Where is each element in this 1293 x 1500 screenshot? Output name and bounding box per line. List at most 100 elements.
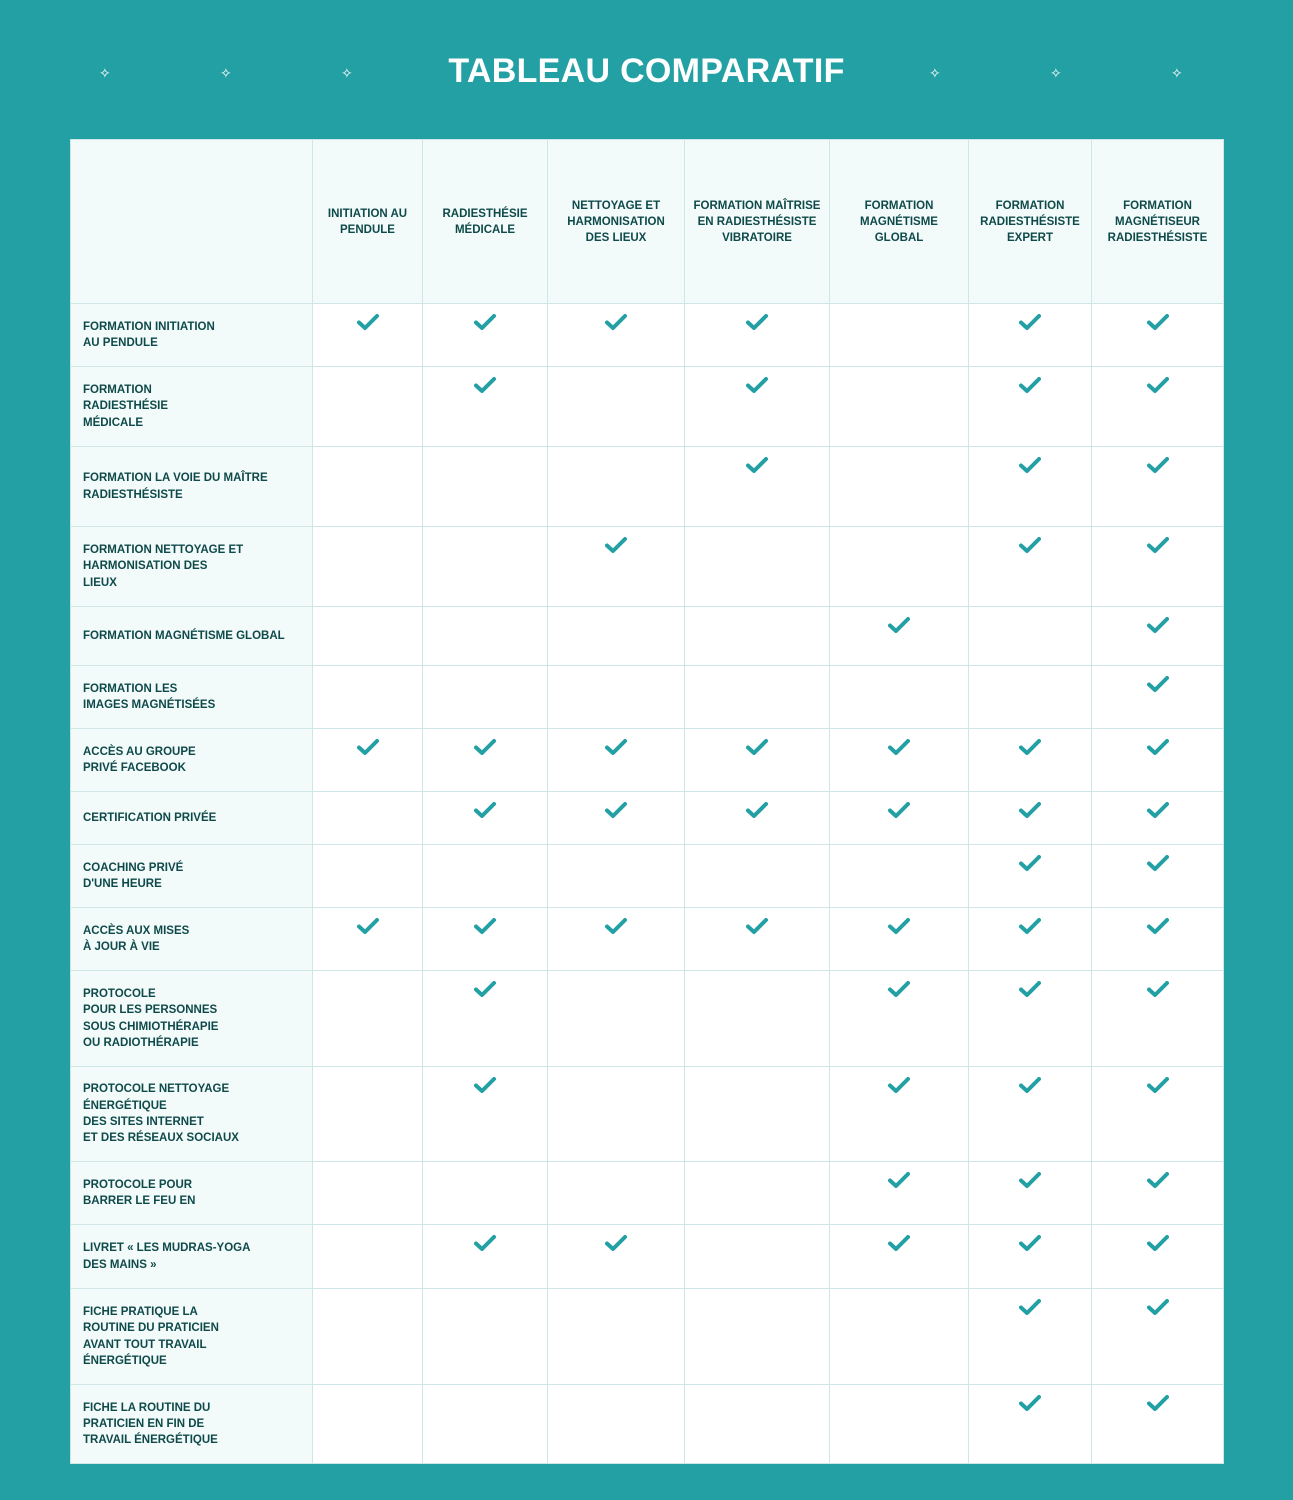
check-icon <box>888 738 910 756</box>
table-cell <box>968 970 1092 1067</box>
table-cell <box>968 844 1092 908</box>
check-icon <box>746 738 768 756</box>
check-icon <box>1019 801 1041 819</box>
table-cell <box>422 1384 548 1464</box>
row-label: FORMATION NETTOYAGE ET HARMONISATION DES… <box>70 526 313 607</box>
check-icon <box>888 917 910 935</box>
table-cell <box>829 665 969 729</box>
check-icon <box>746 917 768 935</box>
sparkle-icon: ✧ <box>220 65 232 81</box>
table-cell <box>968 728 1092 792</box>
table-row: FORMATION RADIESTHÉSIE MÉDICALE <box>70 366 1224 447</box>
table-cell <box>312 791 423 845</box>
check-icon <box>605 801 627 819</box>
table-cell <box>829 526 969 607</box>
table-cell <box>684 665 830 729</box>
table-cell <box>422 665 548 729</box>
table-cell <box>684 907 830 971</box>
table-cell <box>547 791 685 845</box>
table-cell <box>829 907 969 971</box>
table-cell <box>968 1384 1092 1464</box>
table-cell <box>829 366 969 447</box>
table-cell <box>312 728 423 792</box>
table-row: ACCÈS AUX MISES À JOUR À VIE <box>70 907 1224 971</box>
table-cell <box>1091 526 1224 607</box>
column-header: FORMATION RADIESTHÉSISTE EXPERT <box>968 139 1092 304</box>
check-icon <box>1019 980 1041 998</box>
check-icon <box>474 801 496 819</box>
sparkle-icon: ✧ <box>341 65 353 81</box>
check-icon <box>605 536 627 554</box>
table-cell <box>1091 970 1224 1067</box>
check-icon <box>474 376 496 394</box>
table-cell <box>312 606 423 666</box>
column-header: FORMATION MAÎTRISE EN RADIESTHÉSISTE VIB… <box>684 139 830 304</box>
check-icon <box>1019 456 1041 474</box>
table-cell <box>422 366 548 447</box>
check-icon <box>605 1234 627 1252</box>
table-row: ACCÈS AU GROUPE PRIVÉ FACEBOOK <box>70 728 1224 792</box>
table-row: PROTOCOLE NETTOYAGE ÉNERGÉTIQUE DES SITE… <box>70 1066 1224 1162</box>
check-icon <box>474 917 496 935</box>
table-cell <box>547 446 685 527</box>
check-icon <box>1146 980 1169 998</box>
table-cell <box>312 446 423 527</box>
table-cell <box>1091 303 1224 367</box>
table-cell <box>422 606 548 666</box>
table-cell <box>547 606 685 666</box>
table-cell <box>829 1161 969 1225</box>
sparkle-icon: ✧ <box>99 65 111 81</box>
table-cell <box>684 1161 830 1225</box>
table-cell <box>968 366 1092 447</box>
table-cell <box>1091 1384 1224 1464</box>
header-corner <box>70 139 313 304</box>
check-icon <box>746 456 768 474</box>
check-icon <box>1146 616 1169 634</box>
table-cell <box>1091 1066 1224 1162</box>
table-cell <box>684 844 830 908</box>
table-cell <box>547 366 685 447</box>
row-label: FORMATION MAGNÉTISME GLOBAL <box>70 606 313 666</box>
table-cell <box>829 303 969 367</box>
check-icon <box>1146 801 1169 819</box>
check-icon <box>1019 1298 1041 1316</box>
table-cell <box>829 728 969 792</box>
column-header: RADIESTHÉSIE MÉDICALE <box>422 139 548 304</box>
table-cell <box>968 1288 1092 1385</box>
check-icon <box>1019 1171 1041 1189</box>
table-cell <box>312 303 423 367</box>
check-icon <box>605 738 627 756</box>
table-cell <box>1091 791 1224 845</box>
table-cell <box>422 303 548 367</box>
table-cell <box>422 1161 548 1225</box>
column-header: FORMATION MAGNÉTISEUR RADIESTHÉSISTE <box>1091 139 1224 304</box>
table-row: FICHE PRATIQUE LA ROUTINE DU PRATICIEN A… <box>70 1288 1224 1385</box>
table-cell <box>684 606 830 666</box>
table-row: FORMATION LES IMAGES MAGNÉTISÉES <box>70 665 1224 729</box>
column-header: NETTOYAGE ET HARMONISATION DES LIEUX <box>547 139 685 304</box>
table-cell <box>968 1224 1092 1289</box>
row-label: ACCÈS AU GROUPE PRIVÉ FACEBOOK <box>70 728 313 792</box>
check-icon <box>746 376 768 394</box>
check-icon <box>1146 536 1169 554</box>
check-icon <box>1019 1234 1041 1252</box>
table-cell <box>829 1384 969 1464</box>
table-cell <box>1091 665 1224 729</box>
row-label: LIVRET « LES MUDRAS-YOGA DES MAINS » <box>70 1224 313 1289</box>
table-cell <box>422 526 548 607</box>
check-icon <box>474 313 496 331</box>
check-icon <box>1146 854 1169 872</box>
page-title: TABLEAU COMPARATIF <box>448 52 845 90</box>
table-row: FORMATION INITIATION AU PENDULE <box>70 303 1224 367</box>
check-icon <box>1146 1394 1169 1412</box>
table-cell <box>422 1288 548 1385</box>
table-cell <box>547 1288 685 1385</box>
table-cell <box>968 791 1092 845</box>
table-cell <box>312 1066 423 1162</box>
check-icon <box>474 980 496 998</box>
table-cell <box>829 844 969 908</box>
table-cell <box>1091 844 1224 908</box>
table-cell <box>422 907 548 971</box>
table-cell <box>1091 907 1224 971</box>
table-cell <box>968 907 1092 971</box>
